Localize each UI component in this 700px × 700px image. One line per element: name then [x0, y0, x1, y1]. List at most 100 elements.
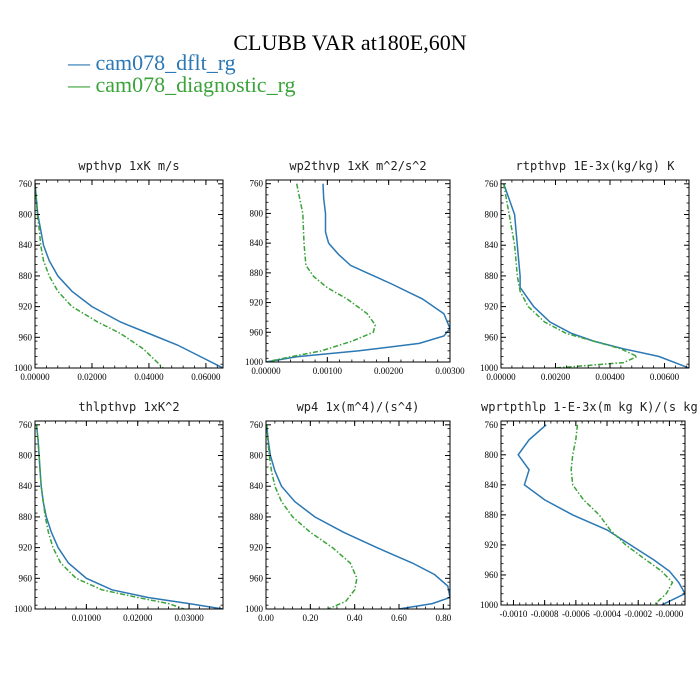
series-line-diagnostic	[502, 183, 639, 368]
panel-1: wpthvp 1xK m/s 760 800 840 880 920 960 10000.00…	[14, 159, 224, 382]
x-tick-label: 0.00000	[20, 372, 50, 382]
panel-title: wp2thvp 1xK m^2/s^2	[289, 159, 426, 173]
x-tick-label: 0.60	[391, 613, 407, 623]
y-tick-label: 840	[19, 481, 33, 491]
x-tick-label: 0.00100	[313, 366, 343, 376]
x-tick-label: 0.00200	[541, 372, 571, 382]
plot-frame	[265, 179, 451, 363]
y-tick-label: 1000	[480, 600, 499, 610]
panel-5: wp4 1x(m^4)/(s^4)76080084088092096010000…	[245, 400, 452, 623]
plot-frame	[34, 179, 224, 369]
panel-3: rtpthvp 1E-3x(kg/kg) K 760 800 840 880 920 960…	[480, 159, 690, 382]
y-tick-label: 800	[19, 451, 33, 461]
x-tick-label: 0.00	[258, 613, 274, 623]
y-tick-label: 920	[485, 302, 499, 312]
y-tick-label: 960	[250, 573, 264, 583]
x-tick-label: -0.0002	[624, 609, 652, 619]
y-tick-label: 840	[250, 481, 264, 491]
x-tick-label: 0.02000	[77, 372, 107, 382]
y-tick-label: 880	[250, 512, 264, 522]
series-line-dflt	[266, 183, 450, 362]
x-tick-label: 0.04000	[134, 372, 164, 382]
main-title: CLUBB VAR at180E,60N	[233, 30, 467, 55]
plot-frame	[500, 420, 686, 606]
x-tick-label: 0.80	[435, 613, 451, 623]
series-line-dflt	[266, 424, 450, 609]
y-tick-label: 920	[485, 540, 499, 550]
x-tick-label: -0.0006	[562, 609, 590, 619]
plot-frame	[265, 420, 451, 610]
y-tick-label: 1000	[14, 604, 33, 614]
y-tick-label: 800	[485, 450, 499, 460]
x-tick-label: 0.00600	[650, 372, 680, 382]
panel-6: wprtpthlp 1-E-3x(m kg K)/(s kg) 760 800 840…	[480, 400, 700, 619]
y-tick-label: 920	[19, 543, 33, 553]
panel-title: wpthvp 1xK m/s	[78, 159, 179, 173]
y-tick-label: 1000	[245, 604, 264, 614]
plot-frame	[500, 179, 690, 369]
legend-item-diagnostic: — cam078_diagnostic_rg	[68, 72, 296, 97]
y-tick-label: 760	[485, 179, 499, 189]
y-tick-label: 920	[250, 543, 264, 553]
y-tick-label: 960	[485, 570, 499, 580]
y-tick-label: 880	[250, 268, 264, 278]
x-tick-label: -0.0000	[656, 609, 684, 619]
x-tick-label: -0.0004	[593, 609, 621, 619]
panel-title: thlpthvp 1xK^2	[78, 400, 179, 414]
x-tick-label: 0.00000	[251, 366, 281, 376]
series-line-diagnostic	[570, 424, 674, 605]
y-tick-label: 800	[485, 210, 499, 220]
x-tick-label: -0.0008	[531, 609, 559, 619]
panel-4: thlpthvp 1xK^2 760 800 840 880 920 960 1000 0.01…	[14, 400, 224, 623]
y-tick-label: 760	[19, 420, 33, 430]
y-tick-label: 880	[485, 271, 499, 281]
x-tick-label: -0.0010	[500, 609, 528, 619]
x-tick-label: 0.00400	[595, 372, 625, 382]
legend-item-dflt: — cam078_dflt_rg	[68, 50, 236, 75]
y-tick-label: 840	[250, 238, 264, 248]
panel-title: wprtpthlp 1-E-3x(m kg K)/(s kg)	[481, 400, 700, 414]
series-line-dflt	[517, 424, 685, 605]
x-tick-label: 0.40	[347, 613, 363, 623]
y-tick-label: 760	[19, 179, 33, 189]
y-tick-label: 800	[250, 208, 264, 218]
x-tick-label: 0.00300	[435, 366, 465, 376]
series-line-diagnostic	[266, 183, 377, 362]
y-tick-label: 760	[250, 179, 264, 189]
y-tick-label: 960	[485, 332, 499, 342]
x-tick-label: 0.06000	[191, 372, 221, 382]
y-tick-label: 880	[19, 271, 33, 281]
y-tick-label: 1000	[480, 363, 499, 373]
y-tick-label: 800	[19, 210, 33, 220]
panel-title: rtpthvp 1E-3x(kg/kg) K	[516, 159, 676, 173]
y-tick-label: 1000	[245, 357, 264, 367]
y-tick-label: 960	[19, 332, 33, 342]
x-tick-label: 0.02000	[123, 613, 153, 623]
x-tick-label: 0.00200	[374, 366, 404, 376]
plot-frame	[34, 420, 224, 610]
panel-2: wp2thvp 1xK m^2/s^2 760 800 840 880 920 960 100…	[245, 159, 465, 376]
series-line-diagnostic	[266, 424, 358, 609]
y-tick-label: 920	[19, 302, 33, 312]
y-tick-label: 880	[485, 510, 499, 520]
y-tick-label: 840	[19, 240, 33, 250]
y-tick-label: 960	[19, 573, 33, 583]
y-tick-label: 920	[250, 298, 264, 308]
x-tick-label: 0.20	[302, 613, 318, 623]
y-tick-label: 880	[19, 512, 33, 522]
panel-title: wp4 1x(m^4)/(s^4)	[297, 400, 420, 414]
series-line-dflt	[502, 183, 689, 368]
y-tick-label: 840	[485, 240, 499, 250]
series-line-diagnostic	[35, 183, 164, 368]
x-tick-label: 0.03000	[174, 613, 204, 623]
y-tick-label: 800	[250, 451, 264, 461]
x-tick-label: 0.01000	[72, 613, 102, 623]
x-tick-label: 0.00000	[486, 372, 516, 382]
y-tick-label: 760	[250, 420, 264, 430]
series-line-diagnostic	[35, 424, 185, 609]
series-line-dflt	[35, 424, 223, 609]
y-tick-label: 840	[485, 480, 499, 490]
y-tick-label: 1000	[14, 363, 33, 373]
y-tick-label: 760	[485, 420, 499, 430]
